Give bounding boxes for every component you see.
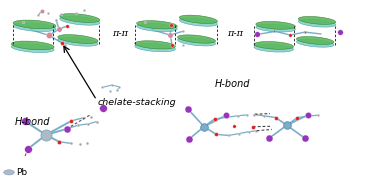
Ellipse shape (11, 44, 54, 52)
Text: H-bond: H-bond (15, 117, 51, 127)
Ellipse shape (178, 38, 215, 46)
Text: chelate-stacking: chelate-stacking (98, 98, 176, 107)
Ellipse shape (11, 41, 54, 50)
Ellipse shape (180, 15, 217, 24)
Ellipse shape (60, 14, 100, 22)
Ellipse shape (178, 35, 215, 43)
Text: π-π: π-π (112, 29, 128, 38)
Ellipse shape (58, 37, 98, 46)
Ellipse shape (254, 42, 293, 49)
Ellipse shape (13, 23, 56, 31)
Ellipse shape (135, 43, 175, 52)
Ellipse shape (256, 22, 295, 29)
Text: π-π: π-π (227, 29, 243, 38)
Ellipse shape (137, 23, 177, 32)
Ellipse shape (296, 37, 334, 45)
Text: H-bond: H-bond (215, 79, 250, 89)
Ellipse shape (13, 20, 56, 29)
Ellipse shape (296, 39, 334, 47)
Ellipse shape (256, 24, 295, 32)
Ellipse shape (254, 44, 293, 52)
Ellipse shape (298, 16, 336, 24)
Ellipse shape (58, 35, 98, 43)
Text: Pb: Pb (17, 168, 28, 177)
Circle shape (4, 170, 14, 175)
Ellipse shape (135, 41, 175, 49)
Ellipse shape (180, 18, 217, 26)
Ellipse shape (60, 16, 100, 25)
Ellipse shape (298, 19, 336, 27)
Ellipse shape (137, 21, 177, 29)
